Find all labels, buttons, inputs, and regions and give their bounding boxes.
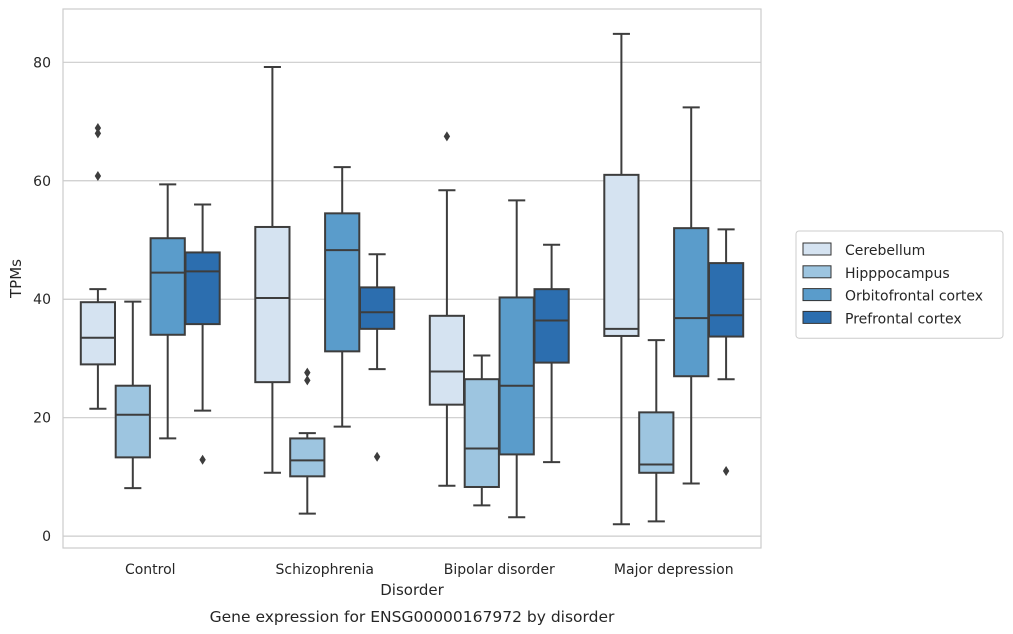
outlier-point [304, 367, 311, 378]
legend-swatch [802, 265, 832, 279]
outlier-point [94, 128, 102, 139]
y-tick-label: 20 [33, 411, 51, 427]
plot-frame [62, 8, 762, 549]
box-iqr [149, 237, 186, 336]
legend-swatch [802, 310, 832, 324]
legend-label: Orbitofrontal cortex [845, 289, 983, 305]
box-plot [289, 367, 326, 515]
box-series [79, 32, 745, 526]
series-prefrontal-cortex [184, 203, 745, 476]
box-iqr [289, 437, 326, 478]
box-iqr [533, 288, 570, 364]
legend-swatch [802, 242, 832, 256]
x-tick-label: Bipolar disorder [444, 562, 555, 578]
legend-frame [795, 230, 1004, 339]
x-axis-title: Disorder [380, 581, 444, 599]
box-plot [114, 300, 151, 490]
box-iqr [358, 286, 396, 330]
box-plot [463, 354, 500, 507]
legend-label: Cerebellum [845, 243, 925, 259]
box-iqr [673, 227, 710, 378]
box-iqr [114, 384, 151, 459]
outlier-point [199, 454, 206, 465]
box-iqr [498, 296, 535, 456]
box-plot [79, 123, 117, 410]
outlier-point [94, 171, 102, 182]
box-iqr [79, 301, 117, 366]
legend-label: Hipppocampus [845, 266, 950, 282]
y-tick-labels: 0 20 40 60 80 [33, 55, 51, 545]
y-tick-label: 0 [42, 529, 51, 545]
box-iqr [428, 314, 466, 406]
box-plot [184, 203, 221, 465]
y-tick-label: 40 [33, 292, 51, 308]
box-iqr [184, 251, 221, 326]
outlier-point [94, 123, 102, 134]
chart-caption: Gene expression for ENSG00000167972 by d… [210, 608, 615, 626]
box-plot [254, 66, 291, 474]
outlier-point [443, 131, 451, 142]
x-tick-label: Schizophrenia [276, 562, 374, 578]
box-plot [428, 131, 466, 487]
y-tick-label: 60 [33, 174, 51, 190]
box-plot [324, 166, 361, 428]
legend-label: Prefrontal cortex [845, 311, 962, 327]
box-plot [498, 199, 535, 519]
box-iqr [707, 262, 745, 338]
outlier-point [722, 466, 730, 476]
outlier-point [304, 375, 311, 386]
box-iqr [463, 378, 500, 488]
box-plot [358, 253, 396, 462]
box-plot [149, 183, 186, 440]
y-tick-label: 80 [33, 55, 51, 71]
x-tick-label: Control [125, 562, 176, 578]
y-axis-title: TPMs [7, 259, 25, 299]
legend-swatch [802, 288, 832, 302]
box-plot [533, 243, 570, 464]
box-plot [673, 106, 710, 485]
x-tick-label: Major depression [614, 562, 734, 578]
box-plot [707, 228, 745, 476]
legend: Cerebellum Hipppocampus Orbitofrontal cort… [795, 230, 1004, 339]
box-iqr [254, 225, 291, 384]
box-plot [638, 339, 675, 523]
box-plot [603, 32, 640, 526]
box-iqr [324, 212, 361, 353]
series-cerebellum [79, 32, 640, 526]
x-tick-labels: Control Schizophrenia Bipolar disorder Majo… [125, 562, 734, 578]
box-iqr [603, 173, 640, 337]
outlier-point [373, 451, 381, 462]
series-hipppocampus [114, 300, 675, 523]
box-iqr [638, 411, 675, 474]
